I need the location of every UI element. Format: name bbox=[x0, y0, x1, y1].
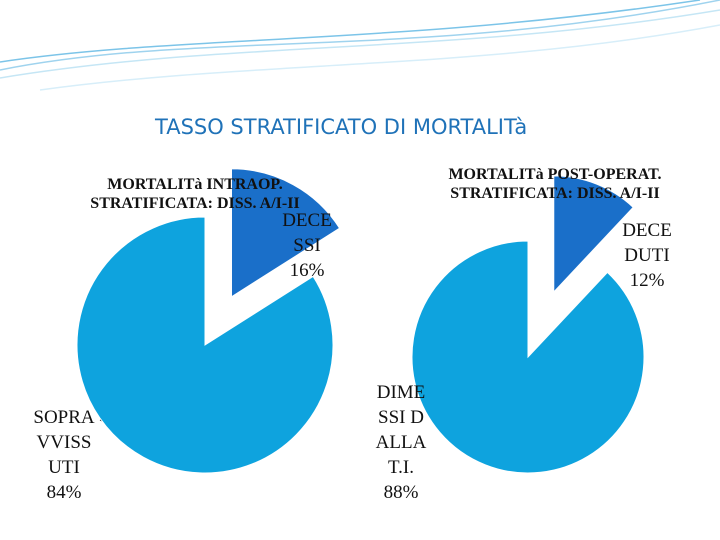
slice-label: SOPRAVVISSUTI 84% bbox=[33, 405, 95, 505]
decor-waves bbox=[0, 0, 720, 91]
slice-label: DECEDUTI 12% bbox=[622, 218, 672, 293]
slice-value: 88% bbox=[383, 482, 419, 503]
slice-label: DECESSI 16% bbox=[282, 208, 332, 283]
slice-value: 12% bbox=[629, 270, 665, 291]
pie-slice bbox=[553, 175, 634, 294]
slice-category: SOPRAVVISSUTI bbox=[33, 407, 95, 478]
slice-category: DECESSI bbox=[282, 210, 332, 256]
slice-value: 16% bbox=[289, 260, 325, 281]
slice-value: 84% bbox=[46, 482, 82, 503]
pie-slice bbox=[230, 168, 341, 298]
slice-label: DIMESSI DALLA T.I. 88% bbox=[373, 380, 429, 505]
slice-category: DIMESSI DALLA T.I. bbox=[375, 382, 427, 478]
slide-title: TASSO STRATIFICATO DI MORTALITà bbox=[155, 115, 528, 139]
chart-title: MORTALITà INTRAOP. STRATIFICATA: DISS. A… bbox=[90, 176, 300, 212]
slice-category: DECEDUTI bbox=[622, 220, 672, 266]
pie-slice bbox=[411, 240, 645, 474]
pie-slice bbox=[76, 216, 334, 474]
chart-title: MORTALITà POST-OPERAT. STRATIFICATA: DIS… bbox=[448, 166, 662, 202]
